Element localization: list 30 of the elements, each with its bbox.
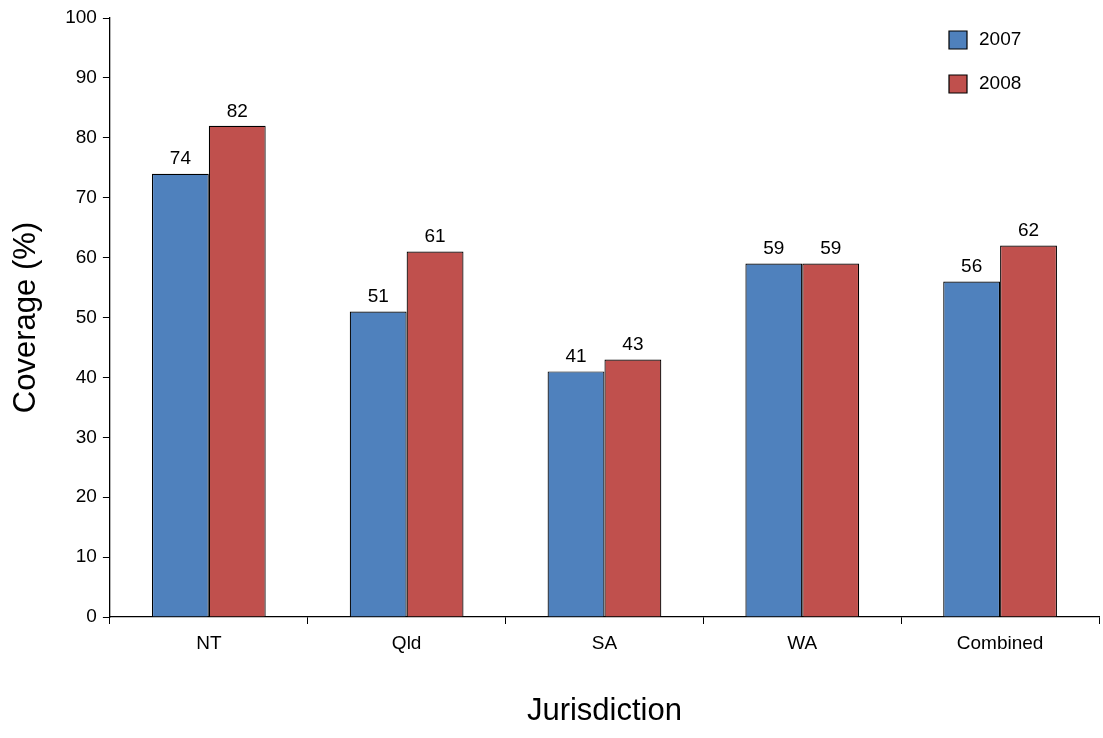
x-tick-label: Qld [391,631,422,653]
y-tick-label: 10 [75,545,97,567]
y-tick-label: 50 [75,305,97,327]
y-tick-label: 40 [75,365,97,387]
data-label: 43 [622,333,644,355]
y-tick-label: 100 [65,6,97,28]
y-tick-label: 20 [75,485,97,507]
data-label: 51 [367,285,389,307]
y-tick-label: 90 [75,66,97,88]
y-tick-label: 80 [75,126,97,148]
y-tick-label: 0 [86,605,97,627]
legend-label: 2008 [979,72,1022,94]
data-label: 82 [226,99,248,121]
data-label: 56 [961,255,983,277]
x-tick-label: Combined [956,631,1044,653]
y-tick-label: 70 [75,185,97,207]
y-axis-title: Coverage (%) [7,221,43,414]
x-tick-label: NT [196,631,222,653]
data-label: 61 [424,225,446,247]
legend-label: 2007 [979,28,1022,50]
y-tick-label: 30 [75,425,97,447]
data-label: 41 [565,345,587,367]
data-label: 74 [169,147,192,169]
x-tick-label: SA [591,631,618,653]
x-axis-title: Jurisdiction [526,691,682,727]
x-tick-label: WA [787,631,818,653]
y-tick-label: 60 [75,245,97,267]
data-label: 62 [1017,219,1040,241]
data-label: 59 [820,237,842,259]
data-label: 59 [763,237,785,259]
